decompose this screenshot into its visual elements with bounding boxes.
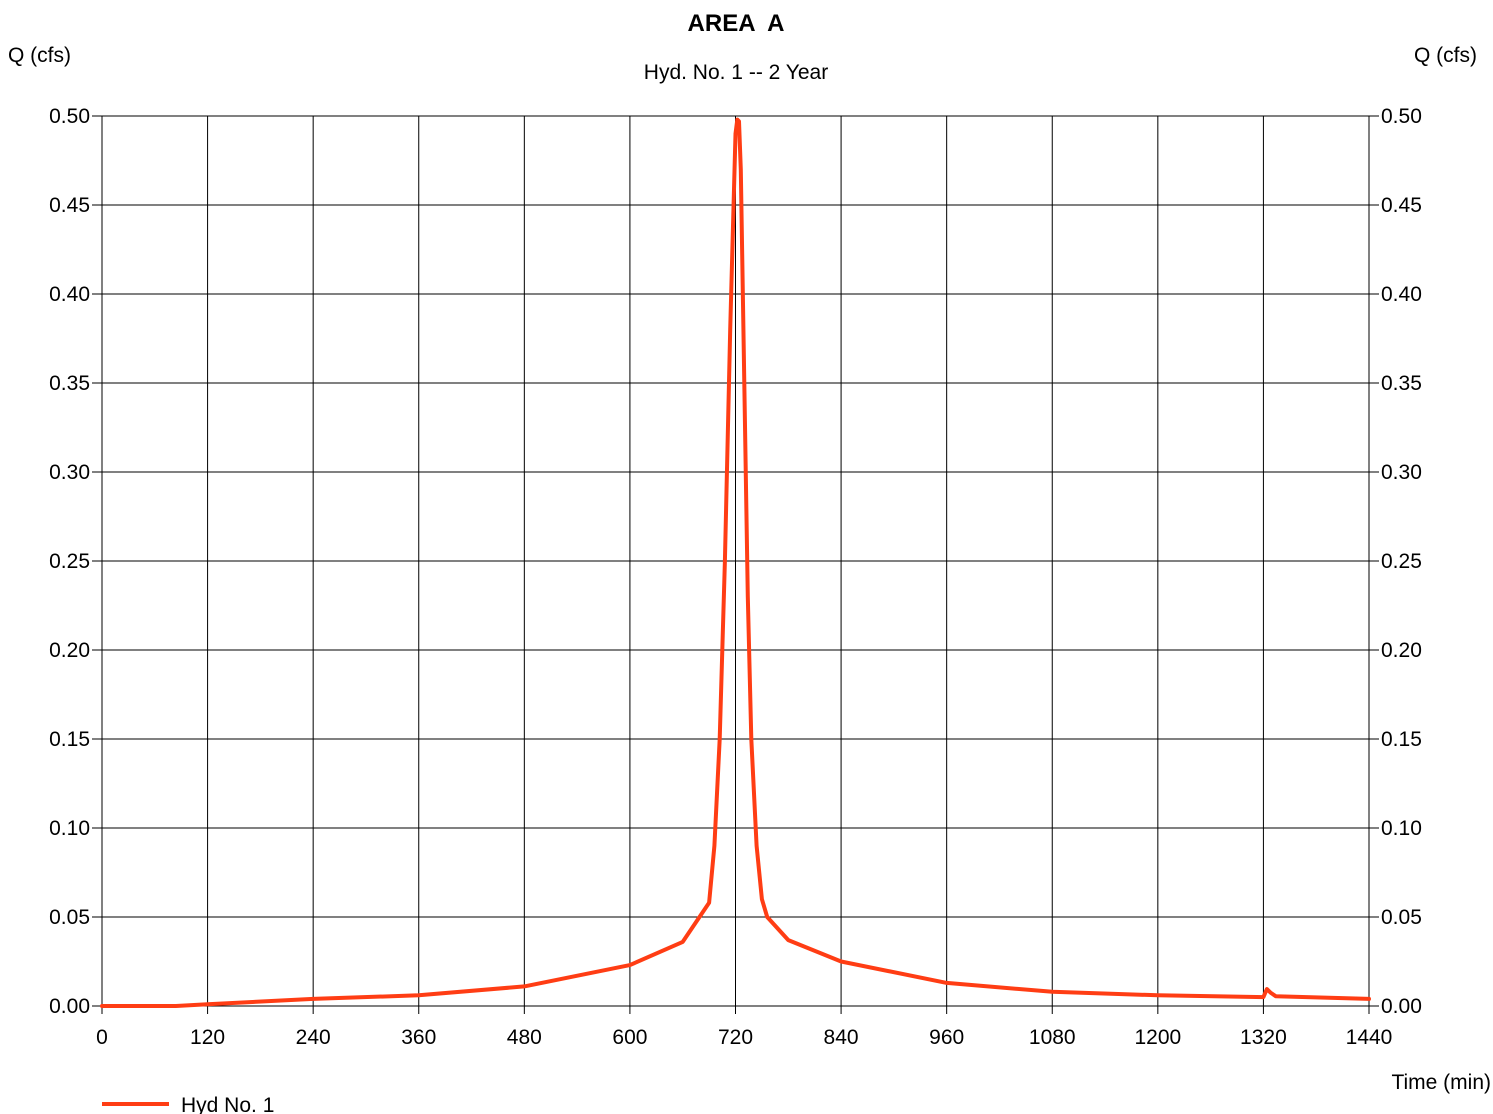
y-axis-label-left: Q (cfs) <box>8 44 71 67</box>
grid-lines <box>92 115 1379 1014</box>
y-tick-label-left: 0.30 <box>49 461 90 484</box>
y-tick-label-left: 0.10 <box>49 817 90 840</box>
x-tick-label: 720 <box>718 1026 753 1049</box>
y-tick-label-left: 0.00 <box>49 995 90 1018</box>
y-tick-label-left: 0.15 <box>49 728 90 751</box>
y-tick-label-right: 0.10 <box>1381 817 1422 840</box>
y-tick-label-right: 0.25 <box>1381 550 1422 573</box>
y-tick-label-right: 0.30 <box>1381 461 1422 484</box>
x-tick-label: 240 <box>296 1026 331 1049</box>
x-tick-label: 120 <box>190 1026 225 1049</box>
y-tick-label-left: 0.05 <box>49 906 90 929</box>
x-tick-label: 1440 <box>1346 1026 1393 1049</box>
legend-label-hyd-no-1: Hyd No. 1 <box>181 1094 274 1114</box>
y-tick-label-left: 0.40 <box>49 283 90 306</box>
y-tick-label-right: 0.00 <box>1381 995 1422 1018</box>
x-tick-label: 600 <box>612 1026 647 1049</box>
x-tick-label: 840 <box>824 1026 859 1049</box>
series-line-0 <box>100 117 1371 1008</box>
series-layer <box>100 117 1371 1008</box>
chart-subtitle: Hyd. No. 1 -- 2 Year <box>644 61 828 84</box>
y-tick-labels: 0.00 0.00 0.05 0.05 0.10 0.10 0.15 0.15 0.20 0.20… <box>49 105 1422 1018</box>
y-tick-label-right: 0.45 <box>1381 194 1422 217</box>
x-tick-labels: 0 120 240 360 480 600 720 840 960 1080 1200 1320 144… <box>96 1026 1392 1049</box>
x-tick-label: 960 <box>929 1026 964 1049</box>
x-tick-label: 0 <box>96 1026 108 1049</box>
chart-title: AREA A <box>688 10 785 37</box>
y-tick-label-right: 0.50 <box>1381 105 1422 128</box>
y-tick-label-right: 0.15 <box>1381 728 1422 751</box>
y-tick-label-right: 0.40 <box>1381 283 1422 306</box>
x-tick-label: 1080 <box>1029 1026 1076 1049</box>
y-tick-label-left: 0.25 <box>49 550 90 573</box>
x-tick-label: 360 <box>401 1026 436 1049</box>
y-tick-label-right: 0.20 <box>1381 639 1422 662</box>
x-tick-label: 1200 <box>1134 1026 1181 1049</box>
y-tick-label-left: 0.35 <box>49 372 90 395</box>
y-tick-label-right: 0.05 <box>1381 906 1422 929</box>
x-axis-label: Time (min) <box>1391 1071 1491 1094</box>
plot-frame <box>101 115 1370 1007</box>
y-tick-label-right: 0.35 <box>1381 372 1422 395</box>
y-tick-label-left: 0.20 <box>49 639 90 662</box>
y-tick-label-left: 0.45 <box>49 194 90 217</box>
y-tick-label-left: 0.50 <box>49 105 90 128</box>
x-tick-label: 480 <box>507 1026 542 1049</box>
legend: Hyd No. 1 <box>102 1094 274 1114</box>
x-tick-label: 1320 <box>1240 1026 1287 1049</box>
y-axis-label-right: Q (cfs) <box>1414 44 1477 67</box>
